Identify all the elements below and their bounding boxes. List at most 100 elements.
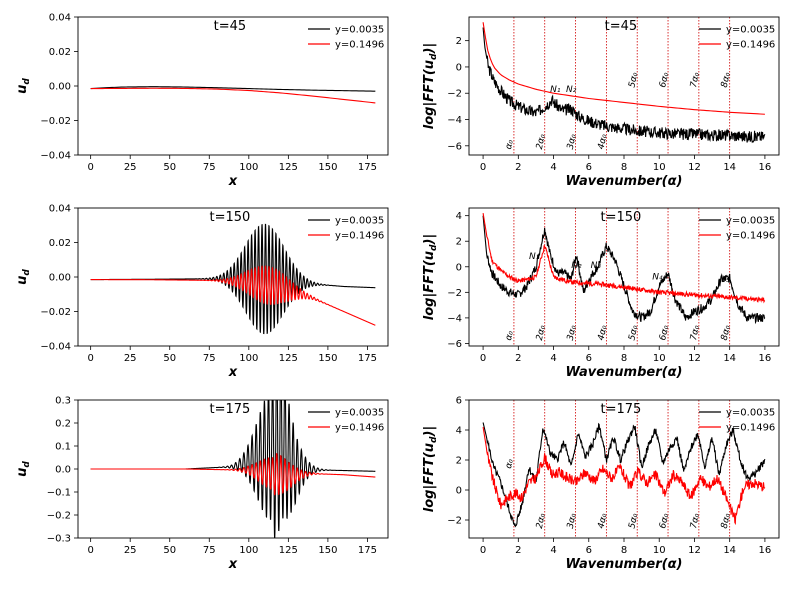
x-tick-label: 75 [203, 353, 216, 364]
harmonic-label: 2α₀ [535, 133, 548, 150]
series-line-2 [482, 22, 765, 115]
y-tick-label: 0.2 [55, 419, 71, 430]
legend: y=0.0035 y=0.1496 [308, 408, 384, 434]
y-tick-label: 2 [456, 456, 462, 467]
legend-label: y=0.1496 [726, 231, 775, 242]
x-tick-label: 175 [358, 353, 377, 364]
series-line-1 [482, 27, 766, 144]
harmonic-label: 7α₀ [689, 71, 702, 88]
y-tick-label: 2 [456, 237, 462, 248]
x-tick-label: 2 [515, 353, 521, 364]
x-tick-label: 75 [203, 162, 216, 173]
peak-label: N₃ [591, 261, 602, 271]
y-tick-label: −0.2 [47, 511, 71, 522]
series-line-1 [90, 223, 376, 335]
panel-p1: 0 25 50 75 100 125 150 175 −0.04 −0.02 0.00 0.02 0.0… [15, 13, 389, 189]
harmonic-label: 3α₀ [566, 324, 579, 341]
harmonic-label: α₀ [504, 458, 516, 470]
harmonic-label: 7α₀ [689, 512, 702, 529]
series-line-1 [482, 215, 766, 325]
x-tick-label: 14 [723, 545, 736, 556]
y-tick-label: −2 [447, 288, 462, 299]
x-tick-label: 0 [480, 162, 486, 173]
x-tick-label: 175 [358, 545, 377, 556]
x-tick-label: 0 [87, 162, 93, 173]
series-line-2 [90, 265, 376, 326]
x-axis-label: x [228, 557, 238, 572]
y-tick-label: 0.0 [55, 465, 71, 476]
y-tick-label: −0.04 [40, 342, 71, 353]
harmonic-label: 7α₀ [689, 324, 702, 341]
x-tick-label: 0 [87, 353, 93, 364]
y-tick-label: 0.04 [49, 204, 71, 215]
x-tick-label: 14 [723, 353, 736, 364]
x-tick-label: 16 [759, 162, 772, 173]
legend-label: y=0.1496 [726, 40, 775, 51]
plot-area [482, 400, 766, 538]
harmonic-label: 6α₀ [658, 71, 671, 88]
y-axis-label: ud [15, 269, 32, 285]
y-axis-label: log|FFT(ud)| [422, 43, 439, 129]
series-line-1 [90, 400, 376, 538]
x-tick-label: 0 [480, 353, 486, 364]
y-tick-label: 0.00 [49, 273, 71, 284]
harmonic-label: 4α₀ [597, 512, 610, 529]
y-tick-label: −4 [447, 313, 462, 324]
peak-label: N₂ [566, 85, 577, 95]
y-tick-label: 0.02 [49, 47, 71, 58]
x-tick-label: 16 [759, 545, 772, 556]
peak-label: N₂ [571, 261, 582, 271]
harmonic-label: 3α₀ [566, 133, 579, 150]
legend-label: y=0.0035 [335, 216, 384, 227]
x-tick-label: 25 [124, 162, 137, 173]
y-tick-label: 4 [456, 426, 462, 437]
harmonic-label: 5α₀ [627, 512, 640, 529]
x-tick-label: 10 [653, 353, 666, 364]
plot-area [482, 17, 766, 155]
panel-title: t=175 [600, 402, 641, 417]
plot-area [90, 400, 376, 538]
y-tick-label: 2 [456, 36, 462, 47]
x-axis-label: Wavenumber(α) [566, 174, 683, 189]
x-tick-label: 50 [163, 545, 176, 556]
panel-p3: 0 25 50 75 100 125 150 175 −0.04 −0.02 0.00 0.02 0.0… [15, 204, 389, 380]
y-tick-label: 0.02 [49, 238, 71, 249]
x-tick-label: 8 [621, 353, 627, 364]
x-tick-label: 150 [318, 353, 337, 364]
axes-frame [468, 207, 780, 347]
panel-title: t=150 [209, 210, 250, 225]
harmonic-label: 5α₀ [627, 324, 640, 341]
x-tick-label: 100 [239, 353, 258, 364]
x-tick-label: 25 [124, 545, 137, 556]
series-line-1 [90, 86, 376, 92]
y-tick-label: −6 [447, 339, 462, 350]
x-tick-label: 12 [688, 545, 701, 556]
x-tick-label: 12 [688, 162, 701, 173]
y-tick-label: 0.3 [55, 396, 71, 407]
x-tick-label: 50 [163, 162, 176, 173]
x-tick-label: 4 [550, 162, 556, 173]
y-tick-label: −2 [447, 516, 462, 527]
y-tick-label: −0.3 [47, 534, 71, 545]
harmonic-label: α₀ [504, 330, 516, 342]
harmonic-label: 6α₀ [658, 512, 671, 529]
y-tick-label: −0.02 [40, 307, 71, 318]
x-tick-label: 2 [515, 545, 521, 556]
y-tick-label: 0 [456, 262, 462, 273]
x-tick-label: 0 [87, 545, 93, 556]
harmonic-label: 4α₀ [597, 324, 610, 341]
plot-area [482, 208, 766, 346]
harmonic-label: 8α₀ [720, 324, 733, 341]
y-tick-label: 4 [456, 211, 462, 222]
series-line-2 [90, 452, 376, 496]
x-axis-label: x [228, 365, 238, 380]
axes-frame [77, 16, 389, 156]
y-tick-label: 0 [456, 486, 462, 497]
legend-label: y=0.1496 [335, 40, 384, 51]
y-tick-label: 0 [456, 62, 462, 73]
y-tick-label: −0.04 [40, 151, 71, 162]
series-line-2 [482, 426, 766, 526]
panel-title: t=45 [214, 19, 247, 34]
x-tick-label: 75 [203, 545, 216, 556]
